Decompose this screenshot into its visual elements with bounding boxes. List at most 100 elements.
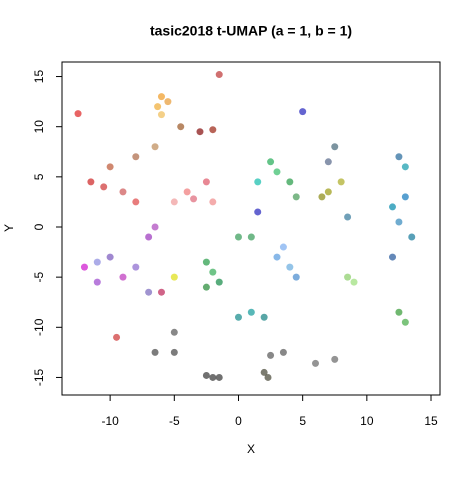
point	[408, 233, 416, 241]
x-tick-label: -10	[101, 414, 119, 428]
x-tick-label: 15	[424, 414, 438, 428]
point	[209, 268, 217, 276]
x-axis-label: X	[247, 442, 255, 456]
point	[260, 368, 268, 376]
point	[196, 128, 204, 136]
point	[170, 348, 178, 356]
point	[279, 348, 287, 356]
point	[292, 193, 300, 201]
point	[151, 223, 159, 231]
point	[164, 98, 172, 106]
x-tick-label: -5	[169, 414, 180, 428]
point	[183, 188, 191, 196]
point	[170, 198, 178, 206]
point	[389, 203, 397, 211]
point	[331, 355, 339, 363]
point	[350, 278, 358, 286]
plot-frame	[61, 61, 441, 396]
point	[286, 263, 294, 271]
point	[106, 163, 114, 171]
point	[267, 158, 275, 166]
point	[202, 178, 210, 186]
point	[119, 188, 127, 196]
point	[401, 163, 409, 171]
y-tick-label: 10	[32, 120, 46, 134]
point	[311, 359, 319, 367]
point	[74, 110, 82, 118]
point	[190, 195, 198, 203]
point	[132, 263, 140, 271]
point	[80, 263, 88, 271]
y-tick-label: 5	[32, 173, 46, 180]
point	[170, 328, 178, 336]
point	[344, 213, 352, 221]
x-tick-label: 10	[360, 414, 374, 428]
point	[324, 158, 332, 166]
point	[215, 373, 223, 381]
point	[344, 273, 352, 281]
point	[157, 111, 165, 119]
point	[154, 103, 162, 111]
point	[132, 198, 140, 206]
point	[157, 288, 165, 296]
point	[132, 153, 140, 161]
point	[254, 208, 262, 216]
point	[151, 348, 159, 356]
point	[286, 178, 294, 186]
point	[100, 183, 108, 191]
point	[401, 193, 409, 201]
point	[106, 253, 114, 261]
point	[215, 71, 223, 79]
y-tick-label: 15	[32, 70, 46, 84]
point	[389, 253, 397, 261]
point	[254, 178, 262, 186]
point	[113, 333, 121, 341]
point	[202, 258, 210, 266]
point	[395, 153, 403, 161]
chart-title: tasic2018 t-UMAP (a = 1, b = 1)	[150, 23, 352, 39]
point	[247, 308, 255, 316]
y-axis-label: Y	[2, 224, 16, 232]
point	[234, 313, 242, 321]
point	[87, 178, 95, 186]
x-tick-label: 0	[235, 414, 242, 428]
x-tick-label: 5	[299, 414, 306, 428]
point	[202, 283, 210, 291]
point	[395, 308, 403, 316]
point	[151, 143, 159, 151]
point	[234, 233, 242, 241]
point	[318, 193, 326, 201]
point	[292, 273, 300, 281]
point	[331, 143, 339, 151]
point	[264, 373, 272, 381]
point	[395, 218, 403, 226]
point	[267, 351, 275, 359]
y-tick-label: -15	[32, 368, 46, 386]
point	[209, 198, 217, 206]
point	[93, 258, 101, 266]
point	[202, 371, 210, 379]
point	[145, 233, 153, 241]
point	[279, 243, 287, 251]
point	[260, 313, 268, 321]
point	[337, 178, 345, 186]
point	[247, 233, 255, 241]
point	[93, 278, 101, 286]
y-tick-label: -10	[32, 318, 46, 336]
point	[273, 168, 281, 176]
point	[145, 288, 153, 296]
point	[324, 188, 332, 196]
point	[215, 278, 223, 286]
point	[273, 253, 281, 261]
point	[401, 318, 409, 326]
point	[299, 108, 307, 116]
point	[119, 273, 127, 281]
point	[157, 93, 165, 101]
y-tick-label: -5	[32, 271, 46, 282]
point	[170, 273, 178, 281]
point	[209, 126, 217, 134]
y-tick-label: 0	[32, 223, 46, 230]
point	[209, 373, 217, 381]
point	[177, 123, 185, 131]
